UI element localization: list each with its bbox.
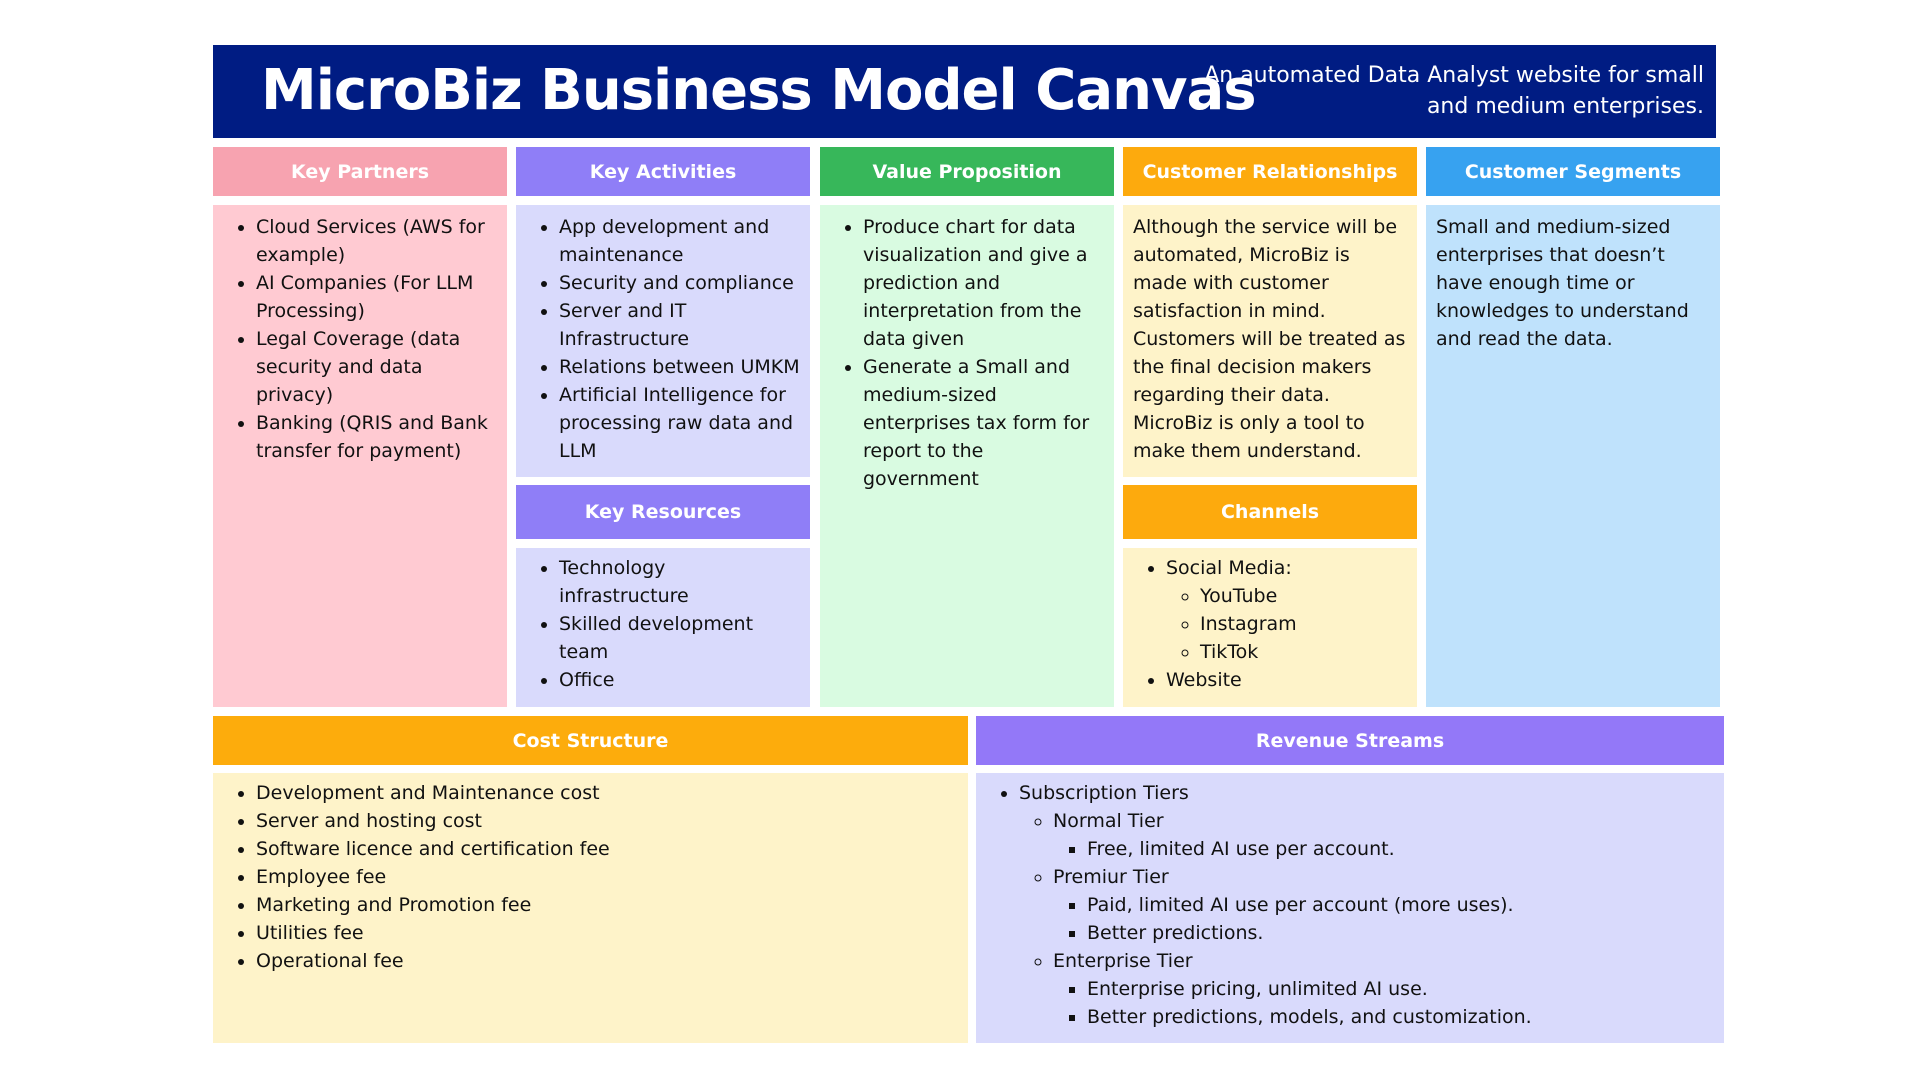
list-item: TikTok bbox=[1200, 638, 1407, 666]
tier-item: Normal Tier Free, limited AI use per acc… bbox=[1053, 807, 1714, 863]
list-item: Technology infrastructure bbox=[559, 554, 800, 610]
list-item: Marketing and Promotion fee bbox=[256, 891, 958, 919]
customer-relationships-panel: Although the service will be automated, … bbox=[1123, 205, 1417, 477]
key-partners-panel: Cloud Services (AWS for example) AI Comp… bbox=[213, 205, 507, 707]
tier-details: Paid, limited AI use per account (more u… bbox=[1053, 891, 1714, 947]
list-item: Software licence and certification fee bbox=[256, 835, 958, 863]
list-item: Instagram bbox=[1200, 610, 1407, 638]
list-item: Generate a Small and medium-sized enterp… bbox=[863, 353, 1104, 493]
key-partners-header: Key Partners bbox=[213, 147, 507, 196]
list-item: Relations between UMKM bbox=[559, 353, 800, 381]
list-item: Employee fee bbox=[256, 863, 958, 891]
tier-detail: Better predictions. bbox=[1087, 919, 1714, 947]
tier-detail: Paid, limited AI use per account (more u… bbox=[1087, 891, 1714, 919]
list-item: Office bbox=[559, 666, 800, 694]
list-item: Server and IT Infrastructure bbox=[559, 297, 800, 353]
tier-list: Normal Tier Free, limited AI use per acc… bbox=[1019, 807, 1714, 1031]
channels-panel: Social Media: YouTube Instagram TikTok W… bbox=[1123, 548, 1417, 707]
list-item: Subscription Tiers Normal Tier Free, lim… bbox=[1019, 779, 1714, 1031]
list-item: Development and Maintenance cost bbox=[256, 779, 958, 807]
list-item: App development and maintenance bbox=[559, 213, 800, 269]
key-activities-panel: App development and maintenance Security… bbox=[516, 205, 810, 477]
tier-detail: Better predictions, models, and customiz… bbox=[1087, 1003, 1714, 1031]
tier-name: Normal Tier bbox=[1053, 810, 1164, 832]
cost-structure-list: Development and Maintenance cost Server … bbox=[223, 779, 958, 975]
tier-detail: Free, limited AI use per account. bbox=[1087, 835, 1714, 863]
social-media-list: YouTube Instagram TikTok bbox=[1166, 582, 1407, 666]
cost-structure-header: Cost Structure bbox=[213, 716, 968, 765]
list-item: Banking (QRIS and Bank transfer for paym… bbox=[256, 409, 497, 465]
title-banner: MicroBiz Business Model Canvas An automa… bbox=[213, 45, 1716, 138]
tier-details: Free, limited AI use per account. bbox=[1053, 835, 1714, 863]
key-resources-header: Key Resources bbox=[516, 485, 810, 539]
channels-list: Social Media: YouTube Instagram TikTok W… bbox=[1133, 554, 1407, 694]
list-item: Produce chart for data visualization and… bbox=[863, 213, 1104, 353]
list-item: Server and hosting cost bbox=[256, 807, 958, 835]
value-proposition-header: Value Proposition bbox=[820, 147, 1114, 196]
tier-item: Enterprise Tier Enterprise pricing, unli… bbox=[1053, 947, 1714, 1031]
key-activities-list: App development and maintenance Security… bbox=[526, 213, 800, 465]
customer-segments-text: Small and medium-sized enterprises that … bbox=[1436, 216, 1689, 350]
key-partners-list: Cloud Services (AWS for example) AI Comp… bbox=[223, 213, 497, 465]
list-item: YouTube bbox=[1200, 582, 1407, 610]
list-item: Utilities fee bbox=[256, 919, 958, 947]
customer-segments-header: Customer Segments bbox=[1426, 147, 1720, 196]
key-resources-list: Technology infrastructure Skilled develo… bbox=[526, 554, 800, 694]
revenue-streams-list: Subscription Tiers Normal Tier Free, lim… bbox=[986, 779, 1714, 1031]
key-resources-panel: Technology infrastructure Skilled develo… bbox=[516, 548, 810, 707]
list-item: Legal Coverage (data security and data p… bbox=[256, 325, 497, 409]
list-item: Security and compliance bbox=[559, 269, 800, 297]
list-item: Artificial Intelligence for processing r… bbox=[559, 381, 800, 465]
cost-structure-panel: Development and Maintenance cost Server … bbox=[213, 773, 968, 1043]
list-item: AI Companies (For LLM Processing) bbox=[256, 269, 497, 325]
tier-name: Enterprise Tier bbox=[1053, 950, 1193, 972]
customer-relationships-text: Although the service will be automated, … bbox=[1133, 216, 1406, 462]
tier-details: Enterprise pricing, unlimited AI use. Be… bbox=[1053, 975, 1714, 1031]
revenue-streams-header: Revenue Streams bbox=[976, 716, 1724, 765]
customer-segments-panel: Small and medium-sized enterprises that … bbox=[1426, 205, 1720, 707]
list-item: Website bbox=[1166, 666, 1407, 694]
subscription-tiers-label: Subscription Tiers bbox=[1019, 782, 1189, 804]
revenue-streams-panel: Subscription Tiers Normal Tier Free, lim… bbox=[976, 773, 1724, 1043]
list-item: Skilled development team bbox=[559, 610, 800, 666]
list-item: Cloud Services (AWS for example) bbox=[256, 213, 497, 269]
tier-detail: Enterprise pricing, unlimited AI use. bbox=[1087, 975, 1714, 1003]
customer-relationships-header: Customer Relationships bbox=[1123, 147, 1417, 196]
key-activities-header: Key Activities bbox=[516, 147, 810, 196]
page-title: MicroBiz Business Model Canvas bbox=[261, 58, 1257, 123]
tier-name: Premiur Tier bbox=[1053, 866, 1169, 888]
list-item: Social Media: YouTube Instagram TikTok bbox=[1166, 554, 1407, 666]
channels-header: Channels bbox=[1123, 485, 1417, 539]
social-media-label: Social Media: bbox=[1166, 557, 1292, 579]
list-item: Operational fee bbox=[256, 947, 958, 975]
value-proposition-panel: Produce chart for data visualization and… bbox=[820, 205, 1114, 707]
page-subtitle: An automated Data Analyst website for sm… bbox=[1204, 63, 1704, 119]
tier-item: Premiur Tier Paid, limited AI use per ac… bbox=[1053, 863, 1714, 947]
value-proposition-list: Produce chart for data visualization and… bbox=[830, 213, 1104, 493]
